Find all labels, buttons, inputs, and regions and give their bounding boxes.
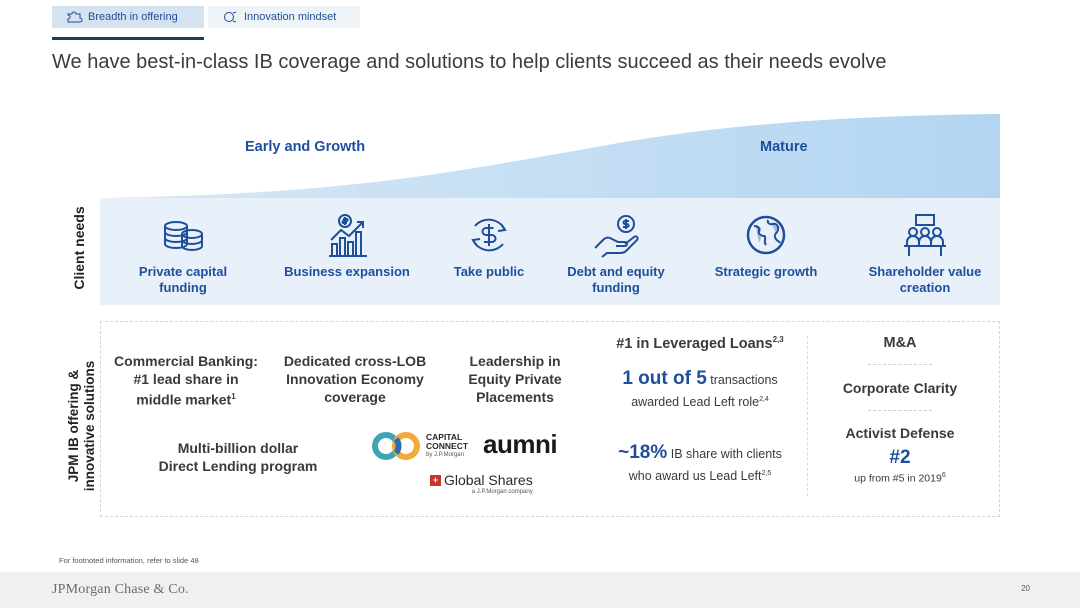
logo-subtext: a J.P.Morgan company — [471, 489, 533, 495]
global-shares-mark-icon: + — [430, 474, 441, 486]
stage-mature: Mature — [760, 139, 808, 155]
logo-subtext: by J.P.Morgan — [426, 451, 464, 458]
row-label-line: innovative solutions — [82, 360, 97, 492]
need-debt-equity: Debt and equity funding — [541, 212, 691, 296]
active-tab-indicator — [52, 37, 204, 40]
stat-value: 1 out of 5 — [622, 368, 707, 389]
need-shareholder-value: Shareholder value creation — [850, 212, 1000, 296]
puzzle-icon — [67, 11, 83, 23]
ma-rank-note: up from #5 in 20196 — [854, 472, 946, 485]
stat-text: transactions — [710, 373, 778, 387]
need-label: Business expansion — [284, 264, 410, 279]
dollar-cycle-icon — [471, 218, 507, 252]
stat-text: awarded Lead Left role2,4 — [631, 395, 769, 410]
page-title: We have best-in-class IB coverage and so… — [52, 51, 887, 73]
stat-value: ~18% — [618, 442, 668, 463]
logo-text: CONNECT — [426, 440, 469, 451]
ma-corporate-clarity: Corporate Clarity — [842, 380, 958, 396]
stage-early-growth: Early and Growth — [245, 139, 366, 155]
need-label: funding — [592, 280, 640, 295]
offering-line: Dedicated cross-LOB — [283, 353, 427, 369]
ma-heading: M&A — [883, 335, 917, 351]
need-take-public: Take public — [414, 212, 564, 280]
stat-ib-share: ~18% IB share with clients who award us … — [600, 443, 800, 486]
column-divider — [807, 336, 808, 496]
need-label: funding — [159, 280, 207, 295]
need-label: Private capital — [138, 264, 228, 279]
aumni-logo: aumni — [483, 429, 558, 459]
growth-chart-icon — [329, 214, 367, 257]
offering-line: Direct Lending program — [158, 458, 318, 474]
globe-icon — [746, 215, 786, 255]
jpm-offering-row-label: JPM IB offering & innovative solutions — [66, 353, 98, 499]
capital-connect-mark-icon — [372, 432, 420, 460]
tab-label: Innovation mindset — [244, 11, 337, 23]
need-strategic-growth: Strategic growth — [691, 212, 841, 280]
logo-text: Global Shares — [444, 472, 533, 488]
offering-innovation-economy: Dedicated cross-LOB Innovation Economy c… — [275, 352, 435, 406]
tab-label: Breadth in offering — [88, 11, 178, 23]
row-label-line: JPM IB offering & — [66, 369, 81, 483]
need-label: Take public — [453, 264, 525, 279]
page-number: 20 — [1021, 584, 1030, 593]
need-business-expansion: Business expansion — [272, 212, 422, 280]
innovation-cycle-icon — [224, 11, 237, 23]
ma-divider — [868, 364, 932, 365]
capital-connect-logo: CAPITAL CONNECT by J.P.Morgan — [372, 431, 468, 461]
need-label: Debt and equity — [567, 264, 665, 279]
offering-line: Equity Private — [468, 371, 562, 387]
offering-line: #1 lead share in — [133, 371, 239, 387]
ma-rank-value: #2 — [889, 447, 911, 468]
offering-line: middle market1 — [136, 391, 236, 408]
offering-direct-lending: Multi-billion dollar Direct Lending prog… — [148, 439, 328, 475]
offering-equity-private: Leadership in Equity Private Placements — [450, 352, 580, 406]
footnote: For footnoted information, refer to slid… — [59, 556, 199, 565]
footer-bar — [0, 572, 1080, 608]
ma-divider — [868, 410, 932, 411]
logo-text: CAPITAL — [426, 431, 463, 442]
meeting-people-icon — [904, 214, 946, 256]
global-shares-logo: + Global Shares a J.P.Morgan company — [430, 472, 533, 495]
tab-innovation-mindset[interactable]: Innovation mindset — [208, 6, 360, 28]
growth-curve — [100, 114, 1000, 200]
offering-line: Leadership in — [469, 353, 561, 369]
offering-line: Commercial Banking: — [114, 353, 258, 369]
stat-text: who award us Lead Left2,5 — [628, 469, 772, 484]
need-label: creation — [899, 280, 951, 295]
client-needs-band — [100, 198, 1000, 305]
hand-money-icon — [594, 215, 639, 258]
need-private-capital: Private capital funding — [108, 212, 258, 296]
offering-commercial-banking: Commercial Banking: #1 lead share in mid… — [108, 352, 264, 409]
client-needs-row-label: Client needs — [71, 206, 87, 290]
leveraged-loans-heading: #1 in Leveraged Loans2,3 — [616, 335, 784, 352]
need-label: Strategic growth — [714, 264, 818, 279]
ma-activist-defense: Activist Defense — [845, 425, 955, 441]
stat-text: IB share with clients — [670, 447, 782, 461]
offering-line: Placements — [476, 389, 554, 405]
offering-line: Multi-billion dollar — [177, 440, 299, 456]
brand-logo: JPMorgan Chase & Co. — [52, 582, 189, 597]
tab-breadth-in-offering[interactable]: Breadth in offering — [52, 6, 204, 28]
coin-stack-icon — [164, 221, 203, 252]
stat-lead-left-transactions: 1 out of 5 transactions awarded Lead Lef… — [600, 369, 800, 412]
offering-line: Innovation Economy — [286, 371, 424, 387]
offering-line: coverage — [324, 389, 386, 405]
section-tabs: Breadth in offering Innovation mindset — [52, 6, 360, 28]
need-label: Shareholder value — [868, 264, 982, 279]
offering-box — [100, 321, 1000, 517]
